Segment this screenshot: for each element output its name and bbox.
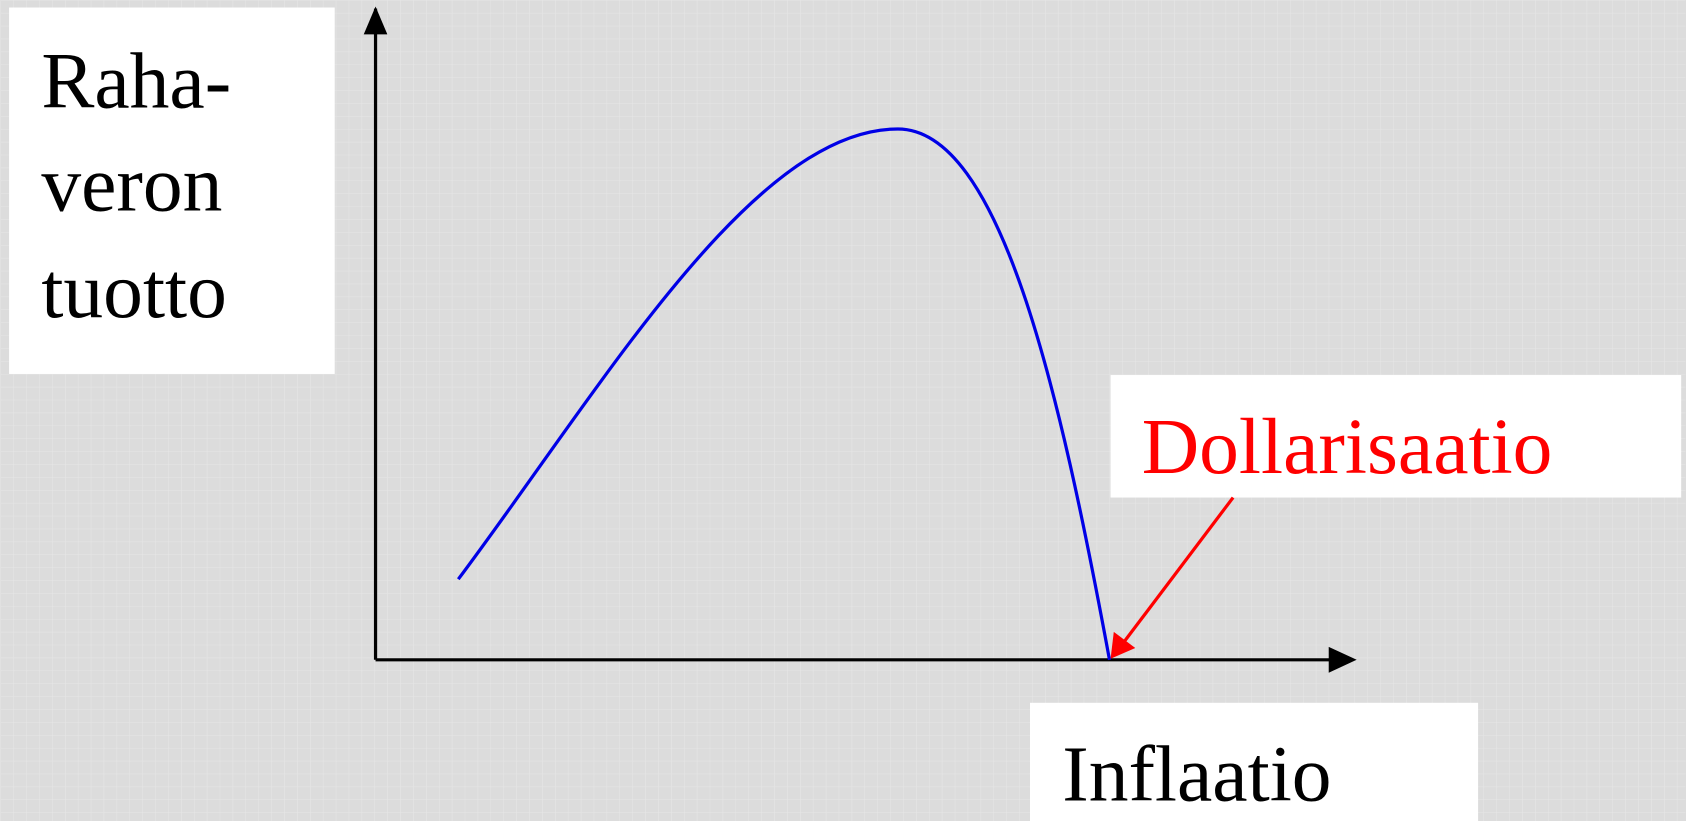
y-axis-label: tuotto	[41, 247, 227, 335]
x-label-box	[1029, 702, 1479, 821]
x-axis-label: Inflaatio	[1062, 731, 1331, 819]
curve	[457, 127, 1112, 661]
x-axis-arrow	[1328, 646, 1357, 673]
y-axis-label: veron	[41, 141, 222, 229]
y-axis-arrow	[363, 6, 388, 35]
annotation: Dollarisaatio	[1142, 403, 1553, 491]
y-label-box	[9, 7, 335, 374]
y-axis-label: Raha-	[41, 37, 231, 125]
annotation-box	[1110, 375, 1682, 498]
annotation-arrow	[1122, 496, 1235, 644]
annotation-arrowhead	[1110, 631, 1136, 659]
